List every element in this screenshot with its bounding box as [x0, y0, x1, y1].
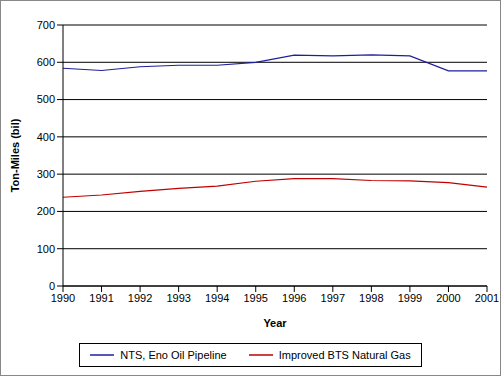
svg-text:1995: 1995 [243, 292, 267, 304]
html-text:Improved BTS Natural Gas: Improved BTS Natural Gas [278, 349, 411, 361]
svg-text:1998: 1998 [359, 292, 383, 304]
svg-text:1994: 1994 [205, 292, 229, 304]
svg-text:300: 300 [37, 168, 55, 180]
html-text:NTS, Eno Oil Pipeline: NTS, Eno Oil Pipeline [120, 349, 227, 361]
svg-text:600: 600 [37, 56, 55, 68]
svg-text:1997: 1997 [321, 292, 345, 304]
svg-text:1991: 1991 [89, 292, 113, 304]
svg-text:2000: 2000 [436, 292, 460, 304]
svg-text:Year: Year [263, 317, 287, 329]
svg-text:1993: 1993 [166, 292, 190, 304]
svg-text:200: 200 [37, 205, 55, 217]
svg-text:0: 0 [49, 280, 55, 292]
svg-text:1992: 1992 [128, 292, 152, 304]
svg-text:1999: 1999 [398, 292, 422, 304]
svg-text:Ton-Miles (bil): Ton-Miles (bil) [9, 118, 21, 192]
svg-text:400: 400 [37, 131, 55, 143]
svg-text:1990: 1990 [51, 292, 75, 304]
svg-text:1996: 1996 [282, 292, 306, 304]
svg-text:2001: 2001 [475, 292, 493, 304]
svg-text:100: 100 [37, 243, 55, 255]
svg-text:500: 500 [37, 93, 55, 105]
svg-text:700: 700 [37, 19, 55, 31]
